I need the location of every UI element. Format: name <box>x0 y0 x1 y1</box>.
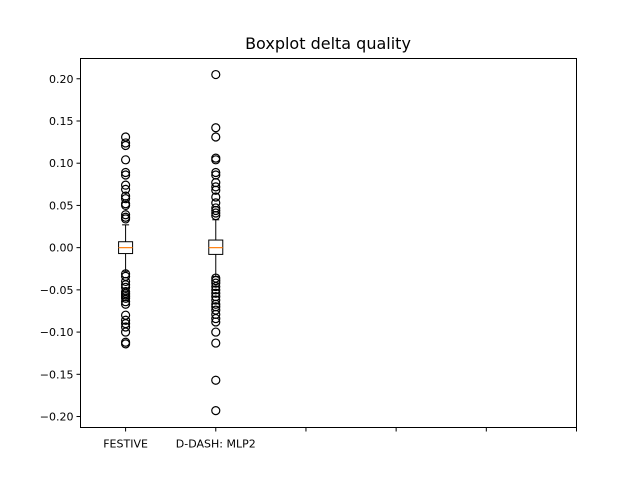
flier-point <box>211 406 221 416</box>
chart-title: Boxplot delta quality <box>245 34 411 53</box>
flier-point <box>120 138 131 148</box>
flier-point <box>120 299 131 309</box>
y-tick-label: 0.10 <box>49 157 74 170</box>
flier-point <box>120 315 131 325</box>
flier-point <box>120 194 131 204</box>
flier-point <box>211 288 221 298</box>
flier-point <box>211 313 221 324</box>
flier-point <box>120 200 131 211</box>
plot-frame <box>80 58 577 428</box>
flier-point <box>211 208 221 218</box>
flier-point <box>120 339 131 349</box>
flier-point <box>211 375 221 385</box>
y-tick-label: 0.00 <box>49 242 74 255</box>
flier-point <box>211 205 221 216</box>
flier-point <box>120 155 131 165</box>
flier-point <box>211 132 221 142</box>
box-group-0 <box>118 132 134 349</box>
flier-point <box>211 278 221 288</box>
flier-point <box>120 170 131 180</box>
flier-point <box>211 281 221 292</box>
flier-point <box>120 140 131 151</box>
flier-point <box>211 192 221 202</box>
x-tick-label: D-DASH: MLP2 <box>176 438 256 451</box>
flier-point <box>211 182 221 192</box>
y-tick-label: −0.05 <box>40 284 74 297</box>
flier-point <box>120 180 131 190</box>
flier-point <box>211 155 221 165</box>
flier-point <box>211 167 221 178</box>
flier-point <box>211 299 221 309</box>
flier-point <box>211 295 221 305</box>
axes: −0.20 −0.15 −0.10 −0.05 0.00 0.05 0.10 0.15 0.20… <box>40 73 577 451</box>
flier-point <box>120 184 131 194</box>
flier-point <box>211 123 221 133</box>
flier-point <box>211 210 221 221</box>
flier-point <box>211 338 221 348</box>
y-tick-label: 0.20 <box>49 73 74 86</box>
flier-point <box>211 275 221 286</box>
flier-point <box>211 285 221 295</box>
y-tick-label: −0.20 <box>40 411 74 424</box>
flier-point <box>120 297 131 307</box>
flier-point <box>120 210 131 220</box>
flier-point <box>120 327 131 337</box>
flier-point <box>120 167 131 178</box>
plot-area <box>118 69 224 416</box>
box-group-1 <box>208 69 224 416</box>
x-tick-label: FESTIVE <box>103 438 148 451</box>
y-tick-label: −0.15 <box>40 368 74 381</box>
y-tick-label: 0.15 <box>49 115 74 128</box>
flier-point <box>211 317 221 327</box>
y-tick-label: −0.10 <box>40 326 74 339</box>
flier-point <box>211 185 221 195</box>
y-tick-label: 0.05 <box>49 199 74 212</box>
flier-point <box>211 327 221 337</box>
flier-point <box>211 69 221 80</box>
flier-point <box>120 214 131 224</box>
flier-point <box>120 276 131 287</box>
flier-point <box>120 293 131 303</box>
flier-point <box>120 322 131 332</box>
